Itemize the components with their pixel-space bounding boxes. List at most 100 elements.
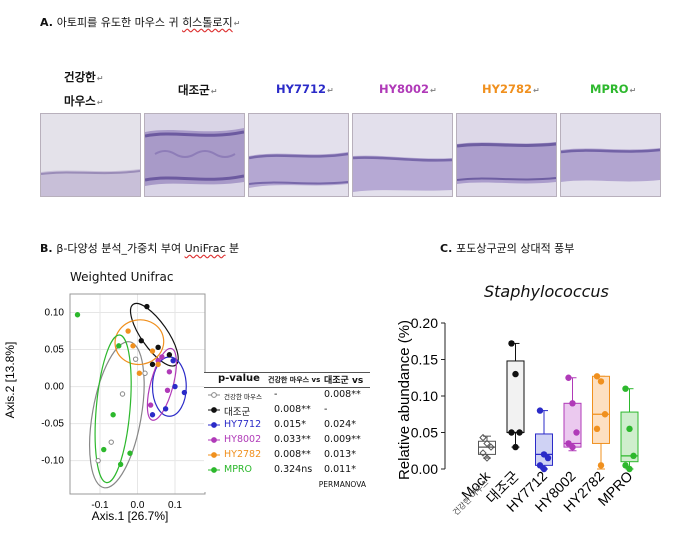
pvalue-vs-healthy: 0.008** [274,404,311,415]
pvalue-vs-healthy: 0.033** [274,434,311,445]
box-point [626,465,633,473]
pcoa-point [166,369,173,375]
pvalue-row: 건강한 마우스 - 0.008** [204,388,370,403]
pcoa-point [155,344,161,351]
group-label-hy8002: HY8002↵ [379,82,437,96]
box-y-axis-label: Relative abundance (%) [396,320,413,480]
pcoa-point [142,370,148,376]
pcoa-point [95,457,101,464]
box-point [544,454,552,462]
histology-image-hy7712 [248,113,349,197]
legend-name: 건강한 마우스 [224,393,262,401]
pcoa-point [149,412,156,418]
pcoa-point [125,328,131,334]
box-point [508,340,515,347]
box-body [535,433,553,466]
box-point [597,462,605,469]
pcoa-y-axis-label: Axis.2 [13.8%] [3,342,17,419]
header-control: 대조군 vs [324,376,364,386]
pcoa-point [172,383,178,390]
box-point [512,370,519,378]
pvalue-vs-healthy: 0.008** [274,449,311,460]
pcoa-y-tick: 0.05 [45,345,65,356]
confidence-ellipse [94,334,132,484]
confidence-ellipse [114,319,165,366]
group-label-hy7712: HY7712↵ [276,82,334,96]
pvalue-row: HY2782 0.008** 0.013* [204,448,370,463]
pcoa-point [127,450,133,456]
pcoa-point [130,343,136,349]
histology-image-control [144,113,245,197]
pvalue-vs-healthy: - [274,389,278,400]
box-point [630,452,637,460]
pcoa-x-tick: -0.1 [91,500,109,511]
legend-marker [208,391,220,399]
box-point [593,425,601,433]
pcoa-point [101,446,107,453]
box-point [512,443,519,451]
pcoa-title: Weighted Unifrac [70,270,174,284]
legend-name: HY8002 [224,434,262,445]
pvalue-header: p-value [218,373,260,384]
box-y-tick: 0.15 [411,352,438,368]
box-point [536,407,544,414]
pcoa-plot: -0.1 0.0 0.1 0.10 0.05 0.00 -0.05 -0.10 Axis.1… [3,293,206,523]
pvalue-vs-control: 0.011* [324,464,356,475]
pvalue-vs-healthy: 0.324ns [274,464,313,475]
pcoa-point [110,412,116,418]
group-label-hy2782: HY2782↵ [482,82,540,96]
box-point [479,433,487,442]
legend-name: HY2782 [224,449,262,460]
pcoa-point [149,348,156,354]
panel-a-title: A. 아토피를 유도한 마우스 귀 히스톨로지↵ [40,16,241,29]
box-point [516,429,523,436]
box-y-tick: 0.05 [411,425,438,441]
box-point [569,400,576,407]
pvalue-vs-control: - [324,404,328,415]
box-point [540,465,548,473]
box-point [487,443,495,451]
pvalue-table: p-value 건강한 마우스 vs 대조군 vs 건강한 마우스 - 0.008*… [204,372,370,492]
legend-name: HY7712 [224,419,262,430]
pcoa-point [144,303,150,310]
box-body [592,375,610,444]
confidence-ellipse [129,302,179,367]
pvalue-row: 대조군 0.008** - [204,403,370,418]
legend-name: MPRO [224,464,253,475]
pcoa-point [181,389,188,396]
legend-marker [208,406,220,414]
box-point [479,449,487,457]
pvalue-vs-control: 0.009** [324,434,361,445]
pcoa-point [159,354,165,360]
pvalue-vs-healthy: 0.015* [274,419,306,430]
legend-marker [208,436,220,444]
box-point [573,429,580,436]
group-label-control: 대조군↵ [178,83,218,97]
header-healthy: 건강한 마우스 vs [268,376,321,384]
panel-c-title: C. 포도상구균의 상대적 풍부 [440,242,575,255]
pcoa-point [117,461,124,468]
legend-marker [208,466,220,474]
pvalue-row: MPRO 0.324ns 0.011* [204,463,370,478]
pvalue-vs-control: 0.008** [324,389,361,400]
pcoa-point [170,357,176,364]
box-point [622,385,629,392]
pcoa-point [147,402,154,408]
pcoa-point [74,312,81,318]
pcoa-y-tick: 0.00 [45,382,65,393]
box-title: Staphylococcus [484,282,609,301]
pcoa-point [116,343,122,349]
pcoa-x-axis-label: Axis.1 [26.7%] [92,509,169,523]
panel-b-title: B. β-다양성 분석_가중치 부여 UniFrac 분 [40,242,240,255]
pcoa-y-tick: -0.10 [41,456,64,467]
box-plot: 0.200.150.100.050.00 Mock대조군HY7712HY8002… [396,315,639,517]
box-point [597,378,605,385]
pvalue-row: HY7712 0.015* 0.024* [204,418,370,433]
pcoa-point [155,361,161,368]
pcoa-point [132,356,139,362]
pcoa-point [119,391,126,397]
legend-marker [208,421,220,429]
pcoa-point [164,387,171,393]
histology-image-hy2782 [456,113,557,197]
pcoa-y-tick: -0.05 [41,419,64,430]
